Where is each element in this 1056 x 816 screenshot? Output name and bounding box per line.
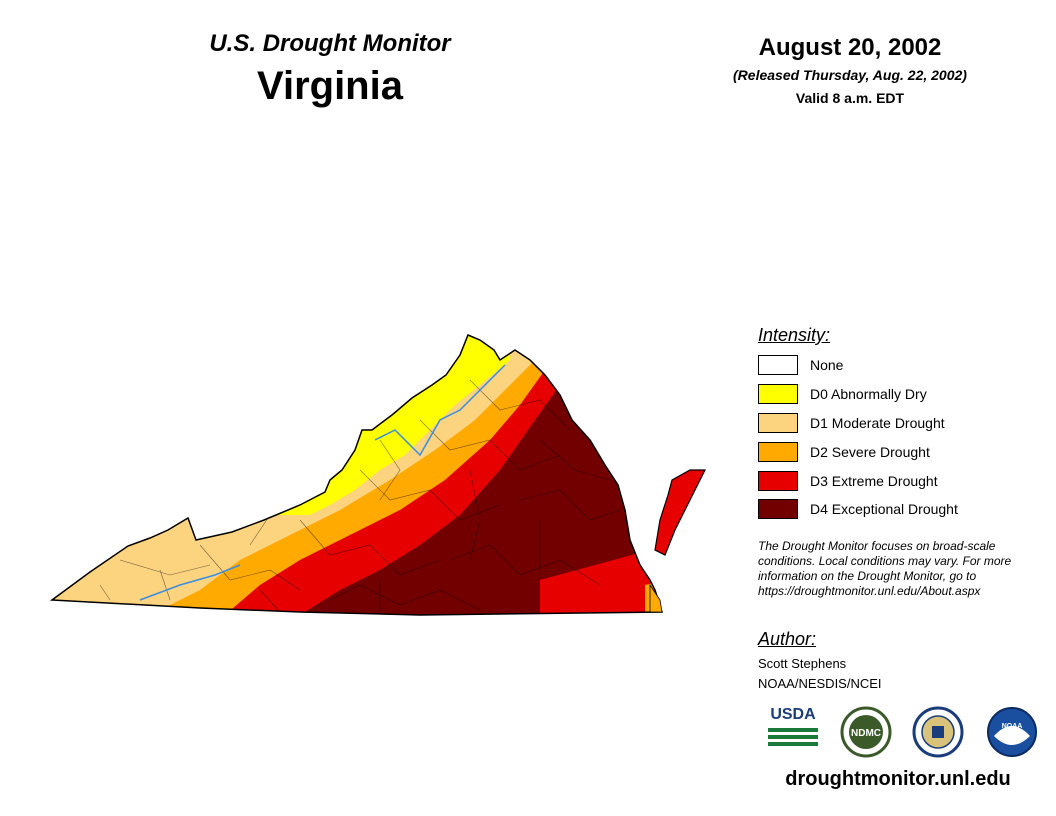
release-date: (Released Thursday, Aug. 22, 2002) xyxy=(733,67,967,83)
map-date: August 20, 2002 xyxy=(758,34,942,61)
ndmc-logo: NDMC xyxy=(840,706,892,758)
website-link[interactable]: droughtmonitor.unl.edu xyxy=(785,768,1011,790)
map-title: U.S. Drought Monitor xyxy=(209,30,451,57)
drought-zones xyxy=(52,335,662,615)
author-name: Scott Stephens xyxy=(758,656,847,671)
valid-time: Valid 8 a.m. EDT xyxy=(795,90,905,106)
state-outline xyxy=(49,334,664,616)
virginia-drought-map xyxy=(49,334,706,616)
commerce-seal-icon xyxy=(912,706,964,758)
legend-swatch xyxy=(758,355,798,375)
state-name: Virginia xyxy=(257,64,403,108)
legend-swatch xyxy=(758,442,798,462)
svg-text:NDMC: NDMC xyxy=(851,728,881,739)
disclaimer-note: The Drought Monitor focuses on broad-sca… xyxy=(758,539,1012,598)
river xyxy=(139,564,241,601)
legend-swatch xyxy=(758,413,798,433)
eastern-shore xyxy=(654,469,706,556)
author-org: NOAA/NESDIS/NCEI xyxy=(758,676,882,691)
legend-title: Intensity: xyxy=(758,325,831,345)
legend-swatch xyxy=(758,384,798,404)
river xyxy=(374,364,506,457)
legend-swatch xyxy=(758,499,798,519)
usda-logo: USDA xyxy=(766,706,820,752)
legend-swatch xyxy=(758,471,798,491)
noaa-logo: NOAA xyxy=(987,707,1037,757)
svg-text:NOAA: NOAA xyxy=(1002,723,1023,730)
author-heading: Author: xyxy=(758,629,817,649)
